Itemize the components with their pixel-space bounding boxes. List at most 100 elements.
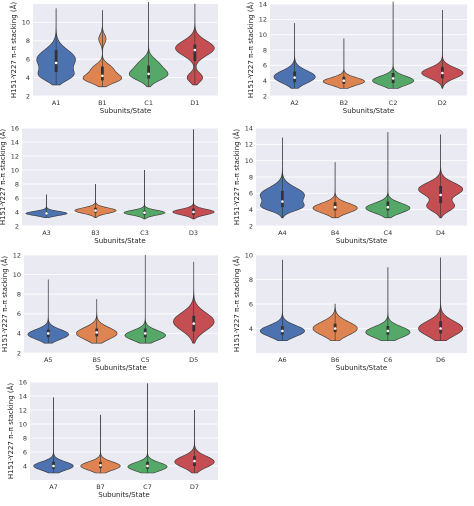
- y-tick-label: 8: [15, 180, 19, 188]
- panel-3: 2 4 6 8 10 12 14 16 A3 B3 C3 D3 Subunits/State H151-Y…: [0, 124, 218, 245]
- median-point: [147, 72, 150, 76]
- median-point: [439, 193, 442, 197]
- y-tick-label: 14: [19, 392, 27, 400]
- x-tick-label: C1: [144, 99, 153, 107]
- median-point: [386, 329, 390, 333]
- median-point: [99, 464, 102, 467]
- median-point: [391, 77, 395, 80]
- x-tick-label: C4: [384, 229, 393, 237]
- median-point: [95, 331, 99, 334]
- median-point: [101, 74, 104, 78]
- median-point: [54, 61, 58, 65]
- x-axis-label: Subunits/State: [95, 364, 146, 372]
- median-point: [146, 464, 149, 468]
- x-axis-label: Subunits/State: [336, 237, 387, 245]
- x-tick-label: C3: [140, 229, 149, 237]
- median-point: [52, 464, 55, 468]
- y-tick-label: 8: [249, 276, 253, 284]
- x-tick-label: A3: [42, 229, 51, 237]
- y-tick-label: 4: [249, 325, 253, 333]
- x-tick-label: D4: [436, 229, 445, 237]
- y-axis-label: H151-Y227 π–π stacking (Å): [232, 129, 241, 225]
- x-tick-label: A7: [49, 483, 58, 491]
- y-tick-label: 4: [26, 74, 30, 82]
- median-point: [192, 210, 195, 214]
- iqr-box: [54, 50, 58, 73]
- y-tick-label: 16: [19, 378, 27, 386]
- y-tick-label: 2: [249, 222, 253, 230]
- y-tick-label: 6: [17, 310, 21, 318]
- median-point: [45, 212, 48, 215]
- y-tick-label: 2: [263, 92, 267, 100]
- median-point: [293, 76, 296, 79]
- x-tick-label: C6: [384, 356, 393, 364]
- x-tick-label: A6: [278, 356, 287, 364]
- y-tick-label: 12: [245, 141, 253, 149]
- y-tick-label: 8: [249, 173, 253, 181]
- y-tick-label: 6: [15, 194, 19, 202]
- median-point: [46, 332, 50, 335]
- iqr-box: [193, 44, 197, 62]
- x-tick-label: B5: [92, 356, 101, 364]
- median-point: [193, 459, 196, 463]
- iqr-box: [100, 66, 104, 81]
- median-point: [439, 327, 442, 330]
- y-tick-label: 4: [263, 77, 267, 85]
- median-point: [333, 327, 337, 330]
- y-tick-label: 4: [23, 462, 27, 470]
- median-point: [281, 200, 284, 203]
- y-tick-label: 8: [26, 37, 30, 45]
- y-tick-label: 8: [263, 46, 267, 54]
- y-tick-label: 6: [249, 300, 253, 308]
- iqr-box: [280, 190, 284, 208]
- y-tick-label: 4: [17, 330, 21, 338]
- y-tick-label: 10: [13, 271, 21, 279]
- panel-6: 4 6 8 10 A6 B6 C6 D6 Subunits/State H151-Y227 π–π…: [232, 251, 467, 372]
- x-tick-label: C2: [389, 99, 398, 107]
- y-tick-label: 14: [245, 124, 253, 132]
- x-tick-label: A4: [278, 229, 287, 237]
- x-tick-label: B6: [331, 356, 340, 364]
- x-tick-label: D5: [189, 356, 198, 364]
- y-axis-label: H151-Y227 π–π stacking (Å): [246, 2, 255, 98]
- y-axis-label: H151-Y227 π–π stacking (Å): [9, 2, 18, 98]
- y-axis-label: H151-Y227 π–π stacking (Å): [0, 256, 9, 352]
- median-point: [333, 205, 337, 209]
- panel-7: 4 6 8 10 12 14 16 A7 B7 C7 D7 Subunits/State H151-Y2…: [6, 378, 218, 499]
- y-axis-label: H151-Y227 π–π stacking (Å): [232, 256, 241, 352]
- x-tick-label: A2: [290, 99, 299, 107]
- x-axis-label: Subunits/State: [343, 107, 394, 115]
- x-tick-label: B1: [98, 99, 107, 107]
- median-point: [143, 211, 146, 214]
- x-tick-label: C7: [143, 483, 152, 491]
- y-tick-label: 16: [11, 124, 19, 132]
- x-axis-label: Subunits/State: [98, 491, 149, 499]
- y-tick-label: 6: [263, 62, 267, 70]
- y-tick-label: 12: [11, 152, 19, 160]
- iqr-box: [147, 65, 151, 79]
- y-tick-label: 6: [23, 448, 27, 456]
- y-tick-label: 2: [15, 222, 19, 230]
- panel-4: 2 4 6 8 10 12 14 A4 B4 C4 D4 Subunits/State H151-Y22…: [232, 124, 467, 245]
- x-tick-label: A5: [44, 356, 53, 364]
- x-tick-label: B4: [331, 229, 340, 237]
- median-point: [281, 329, 284, 333]
- y-tick-label: 4: [249, 206, 253, 214]
- y-axis-label: H151-Y227 π–π stacking (Å): [0, 129, 7, 225]
- median-point: [94, 209, 97, 212]
- y-tick-label: 14: [11, 138, 19, 146]
- y-tick-label: 8: [17, 291, 21, 299]
- median-point: [193, 48, 197, 52]
- y-tick-label: 12: [259, 16, 267, 24]
- x-tick-label: D2: [438, 99, 447, 107]
- median-point: [441, 71, 444, 75]
- median-point: [342, 79, 346, 82]
- y-tick-label: 8: [23, 434, 27, 442]
- y-tick-label: 10: [245, 251, 253, 259]
- x-tick-label: B2: [340, 99, 349, 107]
- x-axis-label: Subunits/State: [336, 364, 387, 372]
- y-tick-label: 14: [259, 0, 267, 8]
- y-axis-label: H151-Y227 π–π stacking (Å): [6, 383, 15, 479]
- y-tick-label: 10: [11, 166, 19, 174]
